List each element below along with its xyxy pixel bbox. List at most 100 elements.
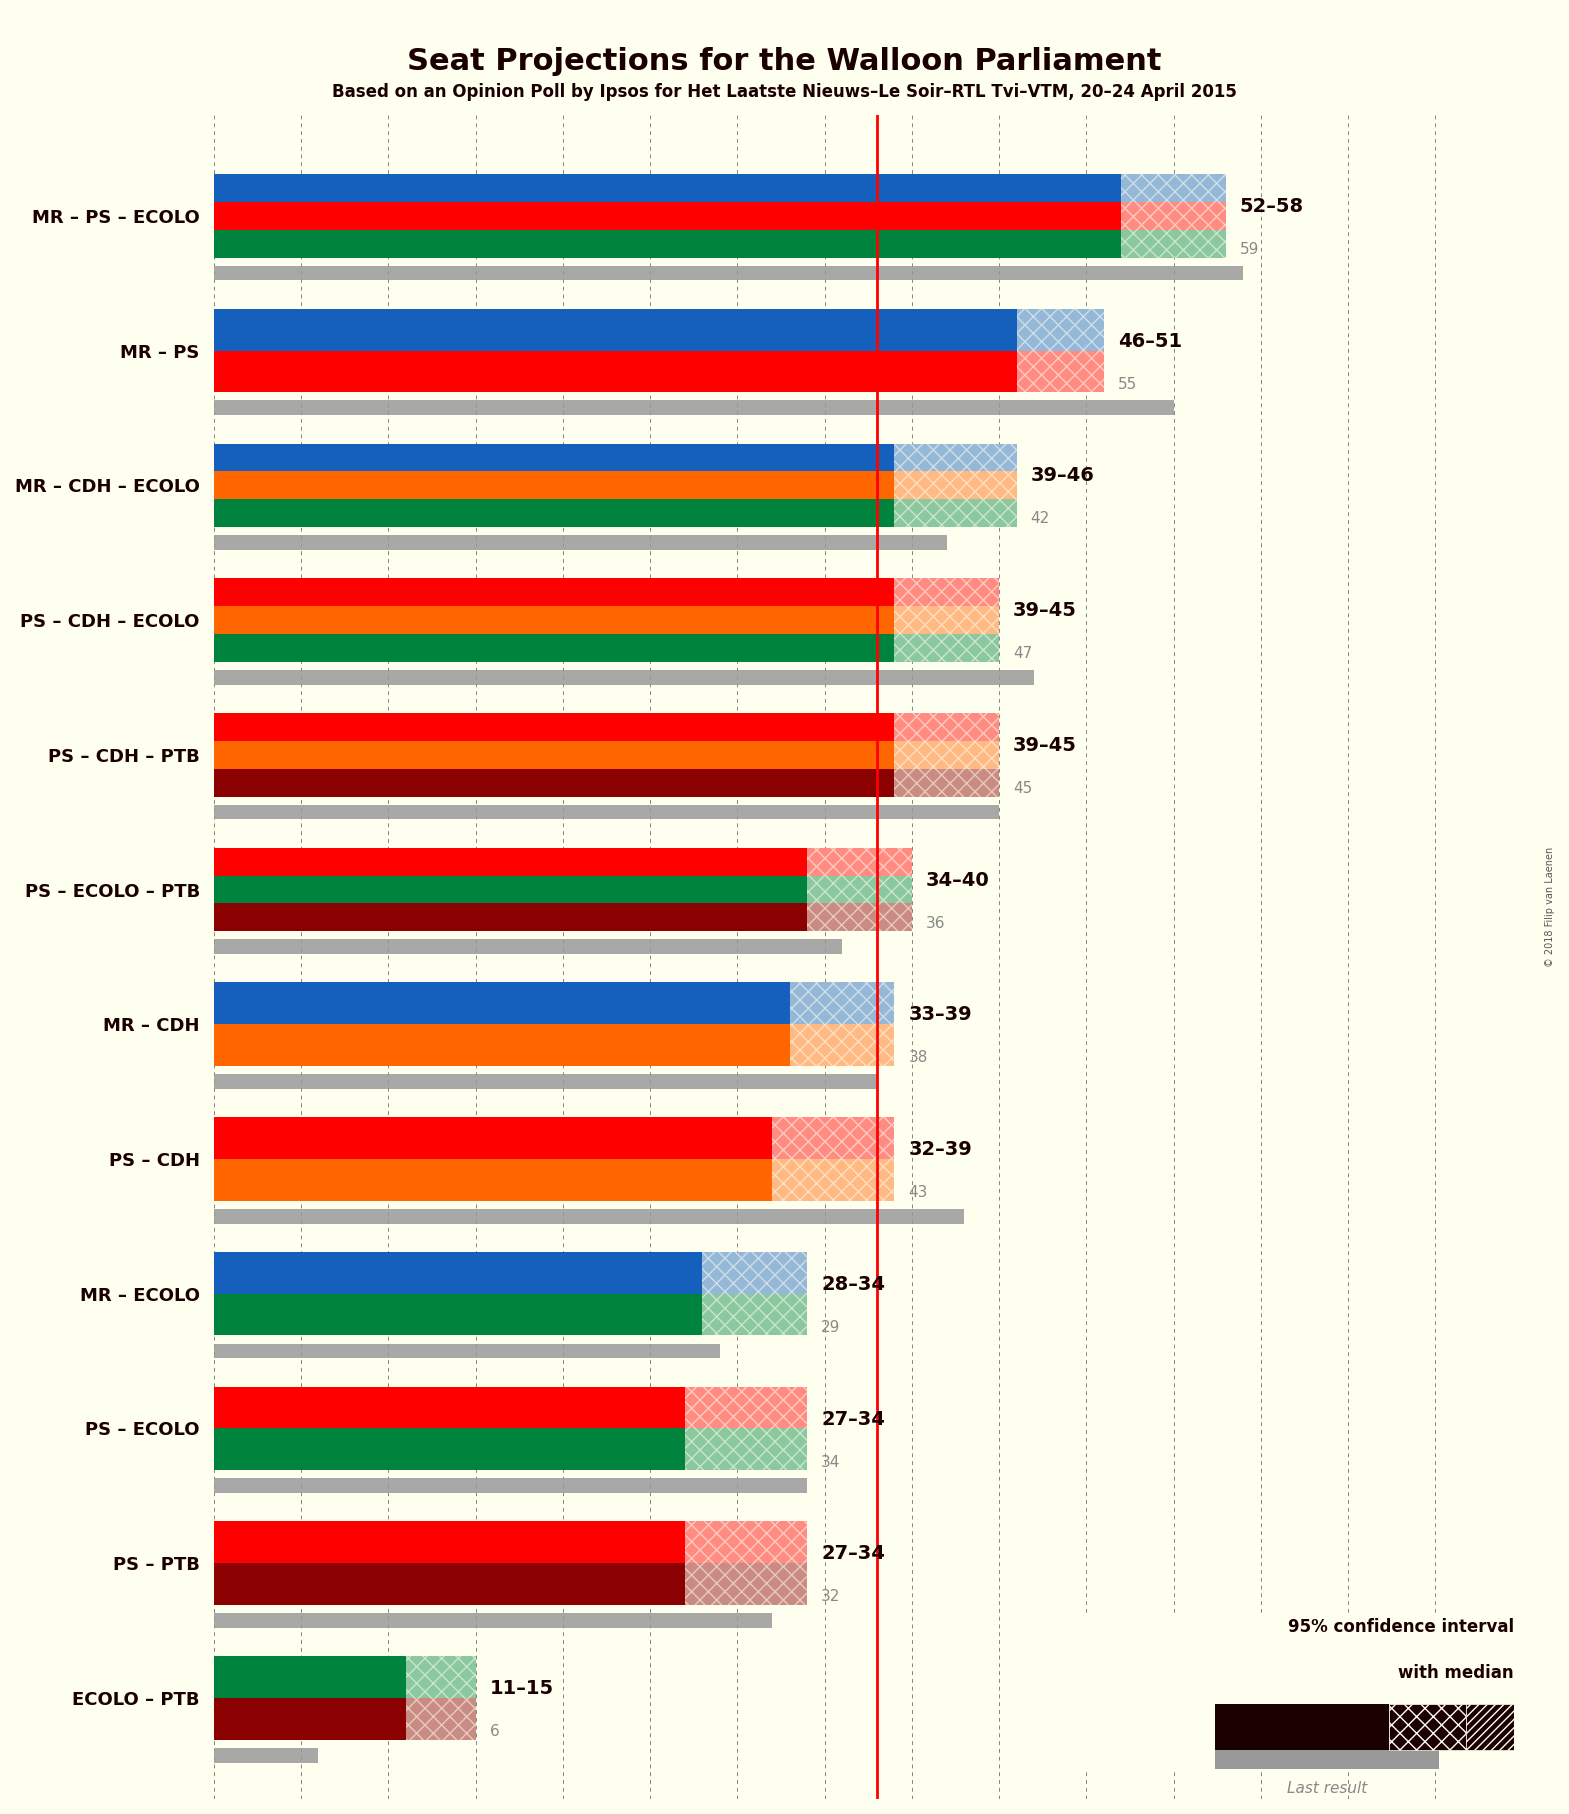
Bar [806, 903, 912, 931]
Bar [213, 579, 894, 606]
Bar [789, 983, 894, 1025]
Text: 55: 55 [1117, 377, 1138, 392]
Bar [894, 606, 999, 633]
Bar [1017, 308, 1103, 350]
Text: 39–45: 39–45 [1014, 600, 1076, 620]
Bar [686, 1564, 806, 1605]
Bar [894, 444, 1017, 472]
Bar [213, 1159, 772, 1201]
Bar [213, 740, 894, 769]
Bar [686, 1386, 806, 1428]
Bar [213, 1074, 877, 1088]
Bar [1216, 1703, 1389, 1751]
Text: 28–34: 28–34 [821, 1275, 885, 1293]
Text: 43: 43 [908, 1185, 927, 1201]
Bar [806, 847, 912, 876]
Bar [213, 1522, 686, 1564]
Text: 39–46: 39–46 [1031, 466, 1094, 486]
Text: 27–34: 27–34 [821, 1544, 885, 1564]
Bar [213, 1293, 703, 1335]
Bar [213, 1564, 686, 1605]
Text: 33–39: 33–39 [908, 1005, 971, 1025]
Bar [806, 847, 912, 876]
Bar [213, 472, 894, 499]
Text: 34: 34 [821, 1455, 841, 1469]
Bar [213, 401, 1174, 415]
Bar [213, 805, 999, 820]
Bar [686, 1522, 806, 1564]
Bar [894, 769, 999, 796]
Bar [789, 983, 894, 1025]
Bar [703, 1293, 806, 1335]
Bar [213, 876, 806, 903]
Bar [213, 230, 1122, 258]
Bar [806, 876, 912, 903]
Bar [703, 1252, 806, 1293]
Bar [894, 472, 1017, 499]
Text: with median: with median [1398, 1663, 1514, 1682]
Text: 27–34: 27–34 [821, 1409, 885, 1429]
Bar [1122, 201, 1225, 230]
Bar [213, 174, 1122, 201]
Bar [213, 1698, 406, 1740]
Bar [806, 876, 912, 903]
Bar [1122, 230, 1225, 258]
Bar [894, 740, 999, 769]
Bar [894, 606, 999, 633]
Bar [1122, 174, 1225, 201]
Text: © 2018 Filip van Laenen: © 2018 Filip van Laenen [1545, 847, 1555, 967]
Bar [1467, 1703, 1514, 1751]
Bar [213, 606, 894, 633]
Bar [894, 472, 1017, 499]
Bar [213, 1344, 720, 1359]
Text: Last result: Last result [1287, 1781, 1368, 1796]
Text: 36: 36 [926, 916, 945, 931]
Text: 34–40: 34–40 [926, 871, 990, 889]
Bar [1017, 308, 1103, 350]
Text: 6: 6 [490, 1723, 499, 1740]
Bar [686, 1522, 806, 1564]
Bar [213, 308, 1017, 350]
Bar [772, 1117, 894, 1159]
Bar [1017, 350, 1103, 392]
Text: 32: 32 [821, 1589, 841, 1604]
Bar [213, 499, 894, 528]
Bar [894, 633, 999, 662]
Bar [1122, 230, 1225, 258]
Bar [772, 1117, 894, 1159]
Bar [213, 903, 806, 931]
Text: 11–15: 11–15 [490, 1680, 554, 1698]
Bar [213, 633, 894, 662]
Bar [894, 713, 999, 740]
Bar [406, 1656, 475, 1698]
Bar [213, 983, 789, 1025]
Bar [1122, 174, 1225, 201]
Bar [213, 201, 1122, 230]
Bar [686, 1386, 806, 1428]
Bar [686, 1428, 806, 1469]
Bar [894, 579, 999, 606]
Bar [703, 1293, 806, 1335]
Bar [213, 1252, 703, 1293]
Bar [213, 1428, 686, 1469]
Bar [686, 1564, 806, 1605]
Bar [894, 740, 999, 769]
Text: 42: 42 [1031, 512, 1050, 526]
Bar [213, 1478, 806, 1493]
Bar [894, 499, 1017, 528]
Bar [213, 265, 1243, 281]
Bar [213, 535, 946, 550]
Bar [894, 713, 999, 740]
Bar [213, 713, 894, 740]
Text: Seat Projections for the Walloon Parliament: Seat Projections for the Walloon Parliam… [408, 47, 1161, 76]
Text: Based on an Opinion Poll by Ipsos for Het Laatste Nieuws–Le Soir–RTL Tvi–VTM, 20: Based on an Opinion Poll by Ipsos for He… [333, 83, 1236, 102]
Bar [772, 1159, 894, 1201]
Bar [213, 1613, 772, 1627]
Bar [406, 1698, 475, 1740]
Text: 59: 59 [1240, 241, 1260, 258]
Bar [686, 1428, 806, 1469]
Bar [1122, 201, 1225, 230]
Bar [213, 1656, 406, 1698]
Bar [1216, 1751, 1439, 1769]
Bar [213, 350, 1017, 392]
